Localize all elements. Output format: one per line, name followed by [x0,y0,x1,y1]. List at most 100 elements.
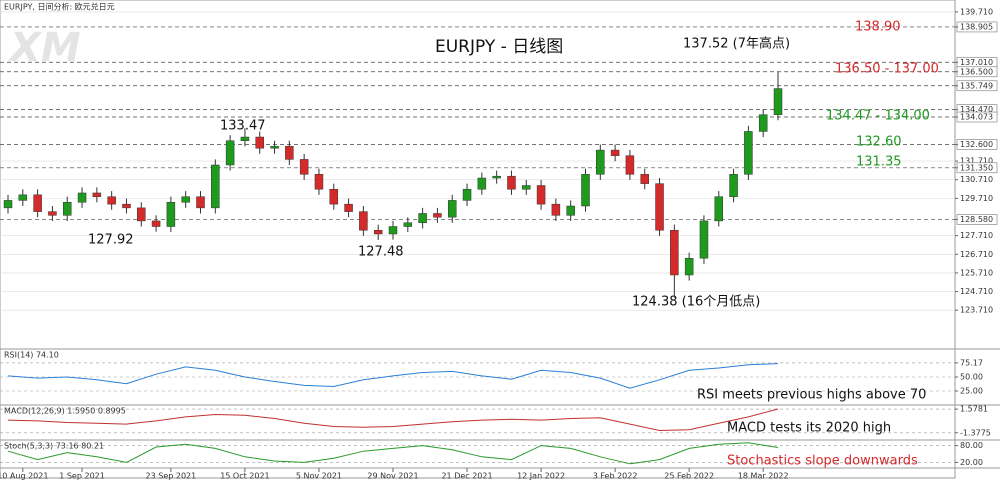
y-tick-label: 127.710 [960,231,993,240]
indicator-line [7,442,779,465]
candle-body [107,196,116,205]
x-tick-label: 10 Aug 2021 [0,472,48,481]
x-tick-label: 18 Mar 2022 [738,472,789,481]
candle-body [18,194,28,201]
x-tick-label: 21 Dec 2021 [441,472,492,481]
annotation: 138.90 [855,20,901,35]
annotation: 134.47 - 134.00 [826,109,930,124]
y-tick-label: 126.710 [960,250,993,259]
y-tick-label: 138.905 [960,22,993,31]
candle-body [329,188,339,205]
candle-body [699,220,709,259]
chart-title: EURJPY - 日线图 [435,37,563,57]
candle-body [137,207,146,222]
candle-body [744,131,753,175]
y-tick-label: 1.5781 [960,405,988,414]
candle-body [536,185,546,205]
y-tick-label: 25.00 [960,387,983,396]
candle-body [151,220,161,227]
y-tick-label: 128.580 [960,215,993,224]
candle-body [492,175,501,179]
candle-body [581,174,590,207]
y-tick-label: 80.00 [960,441,983,450]
annotation: Stochastics slope downwards [727,454,918,469]
frame [0,0,956,479]
y-tick-label: 125.710 [960,268,993,277]
candle-body [285,146,294,160]
candle-body [211,164,220,209]
candle-body [166,202,176,227]
panel-label: MACD(12,26,9) 1.5950 0.8995 [4,407,126,416]
indicator-line [7,363,779,389]
y-tick-label: 137.010 [960,58,993,67]
logo: XM [7,25,81,71]
annotation: MACD tests its 2020 high [727,421,891,436]
y-tick-label: 135.749 [960,81,993,90]
y-tick-label: 139.710 [960,7,993,16]
candle-body [373,229,383,235]
candle-body [33,194,42,212]
candle-body [433,213,442,218]
candle-body [655,183,664,231]
annotation: 136.50 - 137.00 [835,62,939,77]
candle-body [773,88,783,115]
panel-label: RSI(14) 74.10 [4,351,59,360]
candle-body [388,226,398,235]
y-tick-label: 134.470 [960,105,993,114]
candle-body [610,149,620,156]
candle-body [640,174,649,184]
candle-body [596,149,605,175]
candle-body [240,136,250,142]
candle-body [3,200,13,209]
candle-body [122,203,131,209]
candle-body [62,202,72,216]
candle-body [507,175,516,190]
candle-body [92,192,102,197]
candle-body [359,211,368,231]
candle-body [270,146,279,149]
y-tick-label: 134.073 [960,113,993,122]
candle-body [255,136,264,149]
candle-body [196,196,205,209]
x-tick-label: 23 Sep 2021 [146,472,197,481]
candle-body [344,203,353,212]
candle-body [447,200,457,218]
chart-subtitle: EURJPY, 日间分析: 欧元兑日元 [4,2,115,12]
candle-body [314,174,324,190]
candle-body [477,177,487,190]
candle-body [670,229,679,276]
y-tick-label: 132.600 [960,140,993,149]
x-tick-label: 1 Sep 2021 [59,472,105,481]
annotation: 124.38 (16个月低点) [632,295,760,310]
candle-body [77,192,87,203]
x-tick-label: 29 Nov 2021 [367,472,418,481]
candle-body [418,213,427,224]
candle-body [403,222,413,227]
candle-body [462,188,472,201]
candle-body [684,257,694,276]
y-tick-label: 50.00 [960,373,983,382]
annotation: 127.48 [358,245,404,260]
candle-body [225,140,235,166]
candle-body [299,159,309,175]
candle-body [758,114,768,132]
annotation: 133.47 [220,119,266,134]
candle-body [522,185,531,190]
annotation: 127.92 [88,233,134,248]
x-tick-label: 5 Nov 2021 [296,472,342,481]
panel-label: Stoch(5,3,3) 73.16 80.21 [4,442,104,451]
indicator-line [7,408,779,432]
x-tick-label: 3 Feb 2022 [593,472,638,481]
candle-body [181,196,190,203]
x-tick-label: 15 Oct 2021 [220,472,269,481]
candle-body [551,203,561,216]
y-tick-label: 131.350 [960,163,993,172]
annotation: 137.52 (7年高点) [683,36,790,52]
annotation: 131.35 [856,155,902,170]
candle-body [714,196,724,222]
x-tick-label: 25 Feb 2022 [664,472,714,481]
y-tick-label: 136.500 [960,67,993,76]
y-tick-label: -1.3775 [960,428,991,437]
candle-body [625,155,635,175]
